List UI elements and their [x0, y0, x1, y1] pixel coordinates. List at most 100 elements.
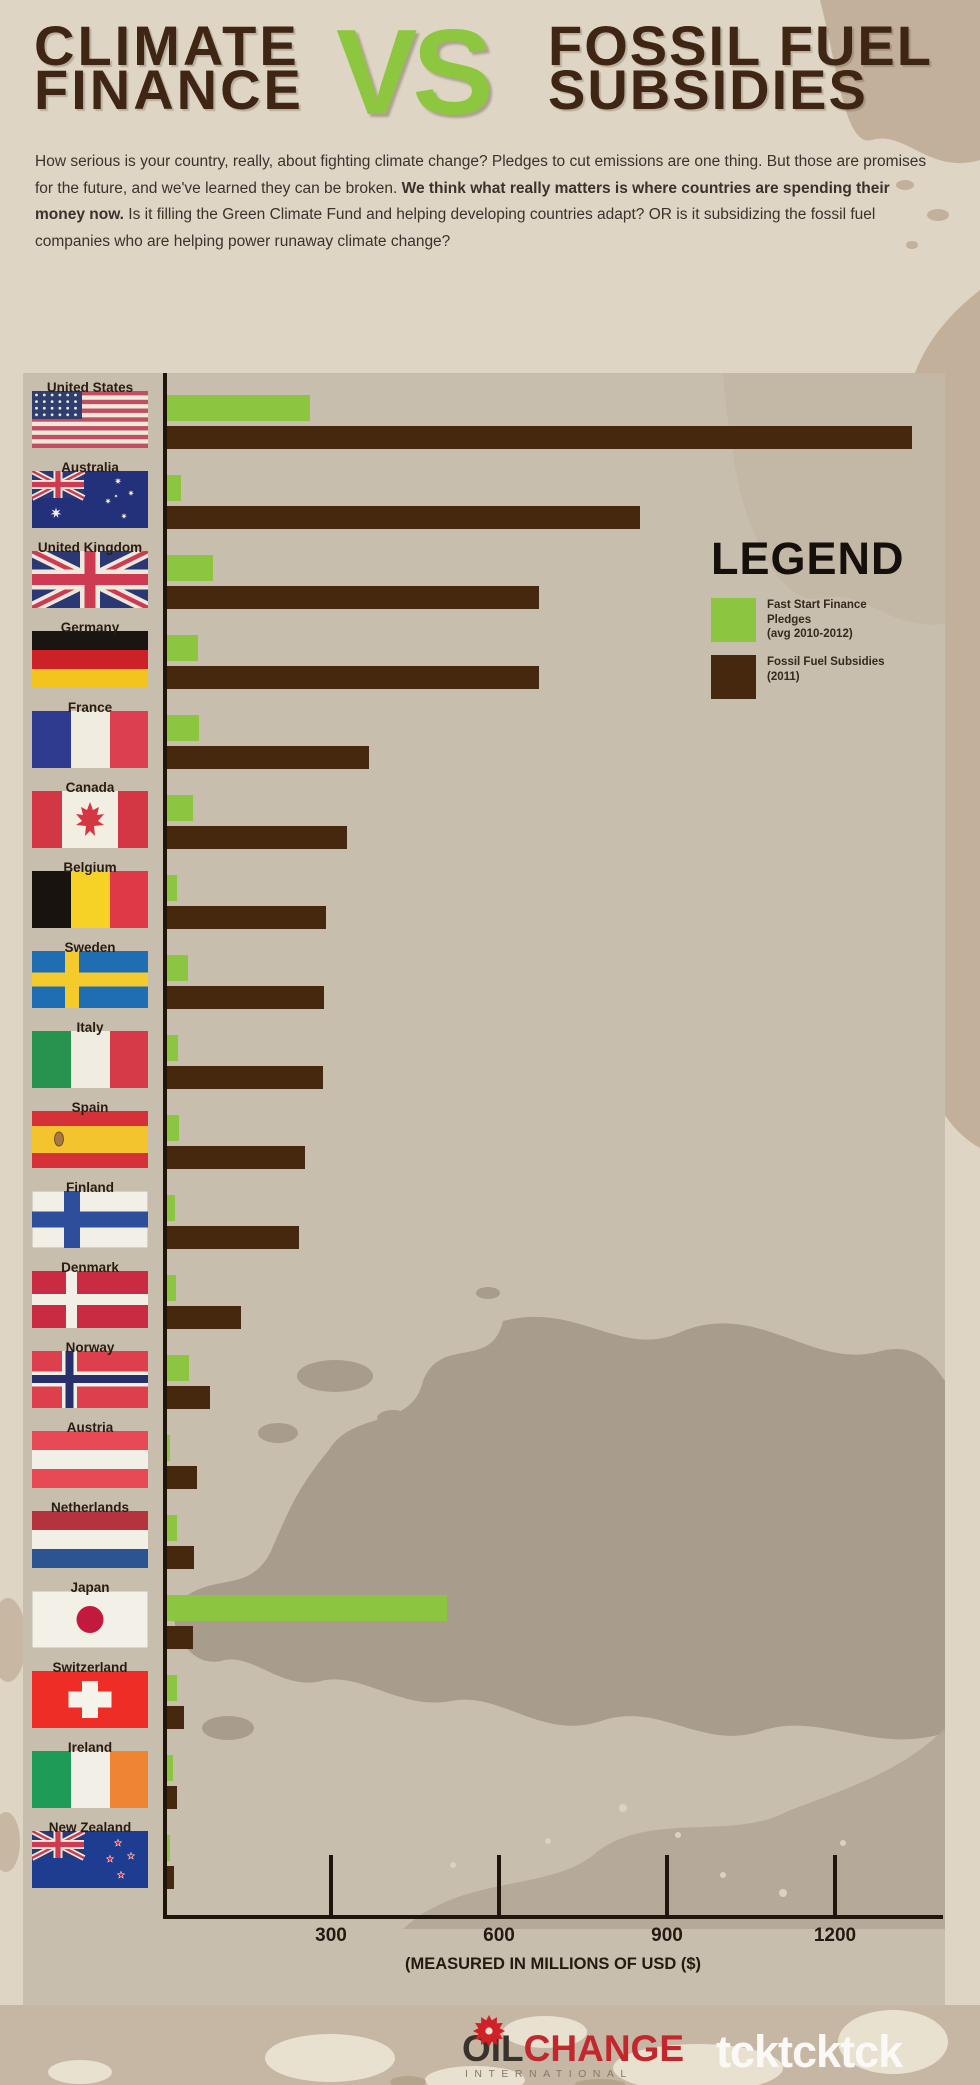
subsidy-bar — [167, 1066, 323, 1089]
change-text: CHANGE — [523, 2028, 685, 2069]
pledge-bar — [167, 1435, 170, 1461]
row-finland: Finland — [23, 1180, 945, 1263]
row-italy: Italy — [23, 1020, 945, 1103]
chart-legend: LEGEND Fast Start Finance Pledges (avg 20… — [711, 533, 961, 699]
title-line-climate: CLIMATE — [34, 14, 300, 77]
subsidy-bar — [167, 1546, 194, 1569]
pledge-bar — [167, 715, 199, 741]
country-label: Australia — [61, 460, 119, 475]
oil-change-international-logo: OILCHANGE INTERNATIONAL — [462, 2015, 685, 2080]
subsidy-bar — [167, 1466, 197, 1489]
tick-mark-1200 — [833, 1855, 837, 1915]
legend-title: LEGEND — [711, 533, 905, 584]
pledge-bar — [167, 955, 188, 981]
pledge-bar — [167, 1595, 447, 1621]
subsidy-bar — [167, 1706, 185, 1729]
tick-label-900: 900 — [651, 1925, 683, 1946]
pledge-bar — [167, 1675, 177, 1701]
title-fossil-fuel-subsidies: FOSSIL FUEL SUBSIDIES — [548, 18, 933, 118]
subsidy-bar — [167, 746, 369, 769]
row-japan: Japan — [23, 1580, 945, 1663]
intro-paragraph: How serious is your country, really, abo… — [35, 149, 941, 255]
pledge-bar — [167, 635, 198, 661]
tick-label-600: 600 — [483, 1925, 515, 1946]
country-label: Italy — [76, 1020, 104, 1035]
netherlands-flag-icon — [32, 1511, 148, 1568]
row-canada: Canada — [23, 780, 945, 863]
france-flag-icon — [32, 711, 148, 768]
row-sweden: Sweden — [23, 940, 945, 1023]
pledge-bar — [167, 395, 310, 421]
international-text: INTERNATIONAL — [465, 2068, 633, 2080]
united-kingdom-flag-icon — [32, 551, 148, 608]
subsidy-bar — [167, 666, 540, 689]
united-states-flag-icon — [32, 391, 148, 448]
x-axis-line — [163, 1915, 943, 1919]
germany-flag-icon — [32, 631, 148, 688]
legend-item-0: Fast Start Finance Pledges (avg 2010-2012… — [711, 598, 961, 642]
subsidy-bar — [167, 1306, 241, 1329]
row-spain: Spain — [23, 1100, 945, 1183]
subsidy-bar — [167, 986, 324, 1009]
pledge-bar — [167, 1515, 178, 1541]
x-axis-unit-label: (MEASURED IN MILLIONS OF USD ($) — [404, 1955, 702, 1973]
tick-mark-900 — [665, 1855, 669, 1915]
row-netherlands: Netherlands — [23, 1500, 945, 1583]
country-label: Sweden — [64, 940, 116, 955]
legend-item-1: Fossil Fuel Subsidies (2011) — [711, 655, 961, 699]
legend-label-0: Fast Start Finance Pledges (avg 2010-2012… — [767, 599, 867, 640]
tcktcktck-logo: tcktcktck — [716, 2026, 903, 2077]
subsidy-bar — [167, 1226, 299, 1249]
country-label: Canada — [65, 780, 115, 795]
gear-icon — [466, 2008, 512, 2059]
country-label: Switzerland — [52, 1660, 128, 1675]
row-ireland: Ireland — [23, 1740, 945, 1823]
row-switzerland: Switzerland — [23, 1660, 945, 1743]
legend-swatch-1 — [711, 655, 756, 699]
row-norway: Norway — [23, 1340, 945, 1423]
title-vs: VS — [336, 4, 494, 140]
ireland-flag-icon — [32, 1751, 148, 1808]
finland-flag-icon — [32, 1191, 148, 1248]
row-austria: Austria — [23, 1420, 945, 1503]
norway-flag-icon — [32, 1351, 148, 1408]
austria-flag-icon — [32, 1431, 148, 1488]
country-label: Netherlands — [50, 1500, 130, 1515]
subsidy-bar — [167, 1146, 306, 1169]
subsidy-bar — [167, 506, 641, 529]
subsidy-bar — [167, 426, 912, 449]
country-label: France — [67, 700, 113, 715]
row-australia: Australia — [23, 460, 945, 543]
australia-flag-icon — [32, 471, 148, 528]
pledge-bar — [167, 555, 213, 581]
title-climate-finance: CLIMATE FINANCE — [34, 14, 304, 121]
spain-flag-icon — [32, 1111, 148, 1168]
subsidy-bar — [167, 1866, 174, 1889]
subsidy-bar — [167, 906, 326, 929]
country-label: United States — [46, 380, 134, 395]
chart-panel: United States Australia United Kingdom Ge… — [23, 373, 945, 2005]
japan-flag-icon — [32, 1591, 148, 1648]
pledge-bar — [167, 475, 181, 501]
row-germany: Germany — [23, 620, 945, 703]
belgium-flag-icon — [32, 871, 148, 928]
row-united-states: United States — [23, 380, 945, 463]
legend-items: Fast Start Finance Pledges (avg 2010-2012… — [711, 598, 961, 699]
y-axis-line — [163, 373, 167, 1919]
tick-mark-600 — [497, 1855, 501, 1915]
title-line-finance: FINANCE — [34, 58, 304, 121]
country-label: Austria — [66, 1420, 114, 1435]
row-new-zealand: New Zealand — [23, 1820, 945, 1903]
pledge-bar — [167, 1115, 179, 1141]
country-label: Norway — [65, 1340, 115, 1355]
country-label: New Zealand — [48, 1820, 132, 1835]
country-label: United Kingdom — [37, 540, 143, 555]
pledge-bar — [167, 875, 178, 901]
country-label: Spain — [71, 1100, 109, 1115]
new-zealand-flag-icon — [32, 1831, 148, 1888]
sweden-flag-icon — [32, 951, 148, 1008]
denmark-flag-icon — [32, 1271, 148, 1328]
tick-label-300: 300 — [315, 1925, 347, 1946]
subsidy-bar — [167, 1626, 193, 1649]
